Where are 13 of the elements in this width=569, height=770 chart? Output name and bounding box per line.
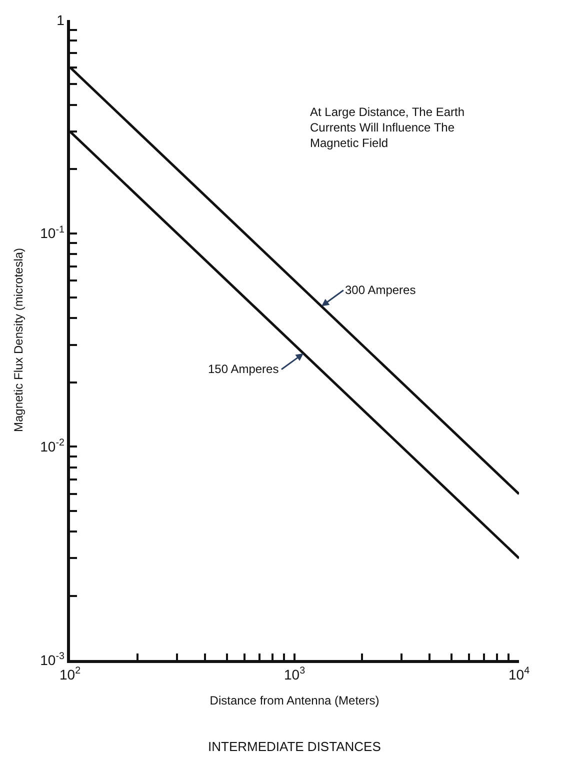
y-tick-label: 1 bbox=[56, 12, 65, 28]
x-axis-title: Distance from Antenna (Meters) bbox=[210, 693, 380, 708]
x-tick-label: 10$^{4}$ bbox=[508, 666, 530, 683]
annotation: At Large Distance, The Earth Currents Will Influence The Magnetic Field bbox=[310, 105, 465, 150]
y-tick-label: 10$^{-2}$ bbox=[40, 438, 64, 455]
y-tick-label: 10$^{-1}$ bbox=[40, 224, 64, 242]
x-tick-label: 10$^{2}$ bbox=[59, 666, 81, 683]
text: INTERMEDIATE DISTANCES bbox=[208, 739, 382, 754]
x-tick-label: 10$^{3}$ bbox=[284, 666, 306, 683]
y-axis-title: Magnetic Flux Density (microtesla) bbox=[11, 248, 26, 432]
series-label: 300 Amperes bbox=[345, 283, 416, 297]
series-label: 150 Amperes bbox=[208, 362, 279, 376]
y-tick-label: 10$^{-3}$ bbox=[40, 651, 65, 668]
